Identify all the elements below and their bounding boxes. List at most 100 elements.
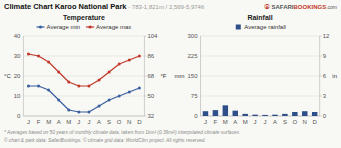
point <box>108 71 111 74</box>
x-tick-label: M <box>46 119 51 125</box>
bar <box>262 115 267 116</box>
footnote: © chart & park data: SafariBookings. © c… <box>4 137 206 143</box>
x-tick-label: S <box>283 119 287 125</box>
bar <box>282 114 287 116</box>
logo-text: BOOKINGS <box>293 4 326 10</box>
x-axis-line <box>23 116 144 117</box>
x-tick-label: O <box>117 119 122 125</box>
y2-tick-label: 9 <box>323 53 327 59</box>
x-tick-label: F <box>214 119 218 125</box>
logo-text: SAFARI <box>271 4 293 10</box>
x-tick-label: J <box>204 119 207 125</box>
grid-line <box>201 76 320 77</box>
bar <box>242 114 247 116</box>
bar <box>272 115 277 116</box>
x-tick-label: S <box>107 119 111 125</box>
legend-label: Average rainfall <box>244 24 286 30</box>
x-tick-label: A <box>57 119 61 125</box>
y2-tick-label: 68 <box>147 73 154 79</box>
point <box>118 95 121 98</box>
x-tick-label: A <box>273 119 277 125</box>
legend: Average rainfall <box>236 24 286 30</box>
bar <box>252 115 257 116</box>
grid-line <box>23 116 144 117</box>
y-tick-label: 300 <box>188 33 199 39</box>
y-axis-label: °C <box>4 73 11 79</box>
plot-area <box>27 53 141 114</box>
point <box>87 85 90 88</box>
plot-area <box>203 105 318 116</box>
point <box>47 89 50 92</box>
point <box>47 61 50 64</box>
grid-line <box>23 96 144 97</box>
line <box>28 86 139 112</box>
point <box>108 99 111 102</box>
bar <box>213 110 218 116</box>
y-tick-label: 150 <box>188 73 199 79</box>
y2-axis-line <box>319 36 320 116</box>
y2-axis-label: °F <box>160 73 166 79</box>
y-tick-label: 75 <box>191 93 198 99</box>
grid-line <box>201 96 320 97</box>
legend-label: Average min <box>47 24 81 30</box>
x-tick-label: F <box>37 119 41 125</box>
x-tick-label: J <box>87 119 90 125</box>
point <box>98 105 101 108</box>
y2-tick-label: 32 <box>147 113 154 119</box>
point <box>118 63 121 66</box>
y-tick-label: 225 <box>188 53 199 59</box>
bar <box>292 112 297 116</box>
panel: 075150225300036912mminJFMAMJJASONDRainfa… <box>175 14 338 125</box>
bar <box>233 111 238 116</box>
y2-tick-label: 86 <box>147 53 154 59</box>
y-tick-label: 0 <box>17 113 21 119</box>
legend-swatch <box>236 25 241 30</box>
grid-line <box>23 36 144 37</box>
point <box>37 55 40 58</box>
chart-root: Climate Chart Karoo National Park - 783-… <box>0 0 341 148</box>
line <box>28 54 139 86</box>
x-tick-label: D <box>313 119 318 125</box>
chart-title: Temperature <box>63 14 105 22</box>
x-tick-label: A <box>97 119 101 125</box>
y2-tick-label: 3 <box>323 93 327 99</box>
point <box>87 111 90 114</box>
grid-line <box>201 56 320 57</box>
grid-line <box>23 76 144 77</box>
point <box>77 85 80 88</box>
x-tick-label: N <box>127 119 131 125</box>
legend: Average minAverage max <box>37 24 132 30</box>
y2-axis-label: in <box>332 73 337 79</box>
point <box>37 85 40 88</box>
x-tick-label: A <box>233 119 237 125</box>
subtitle: - 783-1,821m / 2,569-5,974ft <box>127 4 205 10</box>
point <box>67 81 70 84</box>
y-axis-label: mm <box>175 73 185 79</box>
point <box>27 53 30 56</box>
bar <box>312 112 317 116</box>
point <box>57 71 60 74</box>
y-axis-line <box>200 36 201 116</box>
legend-swatch <box>88 25 91 28</box>
bar <box>302 111 307 116</box>
chart-title: Rainfall <box>247 14 272 21</box>
point <box>128 91 131 94</box>
y-tick-label: 40 <box>14 33 21 39</box>
point <box>27 85 30 88</box>
bar <box>203 111 208 116</box>
point <box>98 79 101 82</box>
x-tick-label: M <box>66 119 71 125</box>
x-tick-label: O <box>292 119 297 125</box>
y-axis-line <box>23 36 24 116</box>
point <box>138 55 141 58</box>
y2-axis-line <box>144 36 145 116</box>
grid-line <box>201 36 320 37</box>
x-tick-label: J <box>264 119 267 125</box>
y-tick-label: 30 <box>14 53 21 59</box>
x-tick-label: D <box>137 119 142 125</box>
x-tick-label: J <box>254 119 257 125</box>
x-tick-label: M <box>243 119 248 125</box>
logo-text: .com <box>326 4 337 10</box>
y-tick-label: 0 <box>194 113 198 119</box>
point <box>138 87 141 90</box>
